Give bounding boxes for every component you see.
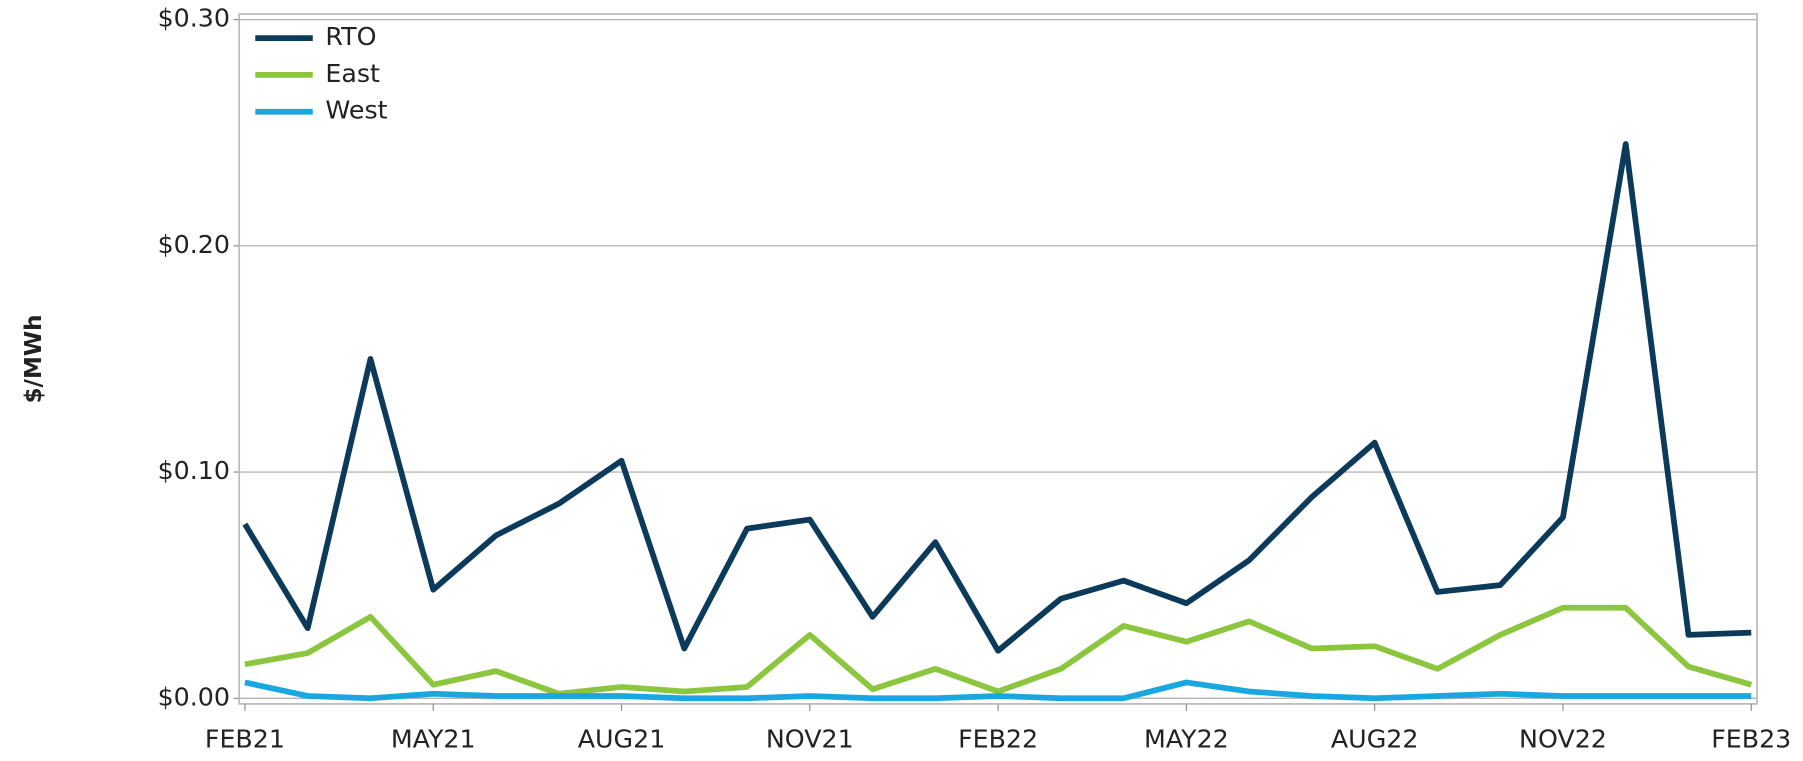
y-tick-label: $0.10	[158, 456, 230, 485]
legend-label: East	[325, 59, 380, 88]
y-tick-label: $0.20	[158, 230, 230, 259]
x-tick-label: MAY22	[1144, 725, 1229, 754]
y-tick-label: $0.00	[158, 682, 230, 711]
x-tick-label: MAY21	[391, 725, 476, 754]
series-line	[242, 141, 1752, 654]
x-tick-label: NOV21	[766, 725, 854, 754]
x-tick-label: NOV22	[1519, 725, 1607, 754]
x-tick-label: FEB23	[1711, 725, 1791, 754]
x-tick-label: AUG22	[1331, 725, 1419, 754]
legend-label: West	[325, 96, 387, 125]
series-line	[244, 679, 1752, 702]
legend-label: RTO	[325, 22, 376, 51]
y-axis-label: $/MWh	[21, 314, 47, 403]
y-tick-label: $0.30	[158, 4, 230, 33]
x-tick-label: AUG21	[578, 725, 666, 754]
x-tick-label: FEB22	[958, 725, 1038, 754]
series-line	[244, 604, 1753, 697]
plot-frame	[238, 13, 1758, 705]
x-tick-label: FEB21	[205, 725, 285, 754]
